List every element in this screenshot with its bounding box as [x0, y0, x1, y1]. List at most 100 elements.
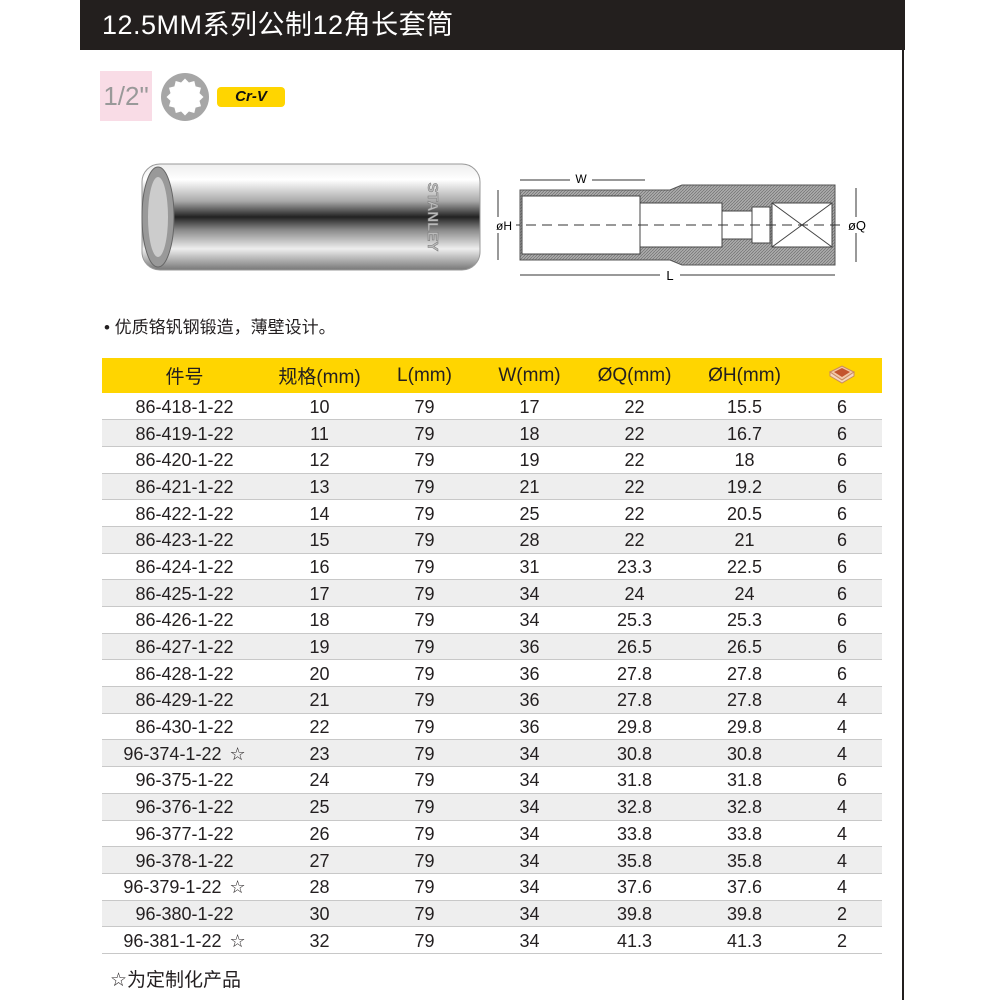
cell-q: 37.6	[582, 873, 687, 901]
cell-part: 96-376-1-22	[102, 793, 267, 821]
drive-size-label: 1/2"	[100, 71, 152, 121]
cell-q: 25.3	[582, 606, 687, 634]
col-q: ØQ(mm)	[582, 358, 687, 393]
cell-part: 96-379-1-22 ☆	[102, 873, 267, 901]
custom-star-icon: ☆	[229, 930, 246, 951]
cell-l: 79	[372, 766, 477, 794]
cell-h: 29.8	[687, 713, 802, 741]
cell-part: 96-377-1-22	[102, 820, 267, 848]
part-number: 86-424-1-22	[135, 556, 234, 577]
cell-part: 86-426-1-22	[102, 606, 267, 634]
cell-part: 86-423-1-22	[102, 526, 267, 554]
cell-l: 79	[372, 633, 477, 661]
socket-photo: STANLEY	[141, 163, 481, 271]
cell-size: 10	[267, 393, 372, 421]
cell-size: 19	[267, 633, 372, 661]
cell-q: 26.5	[582, 633, 687, 661]
cell-size: 22	[267, 713, 372, 741]
custom-star-icon: ☆	[229, 877, 246, 898]
cell-h: 21	[687, 526, 802, 554]
cell-w: 34	[477, 606, 582, 634]
cell-w: 34	[477, 579, 582, 607]
cell-h: 30.8	[687, 739, 802, 768]
table-row: 96-380-1-22 30 79 34 39.8 39.8 2	[102, 900, 882, 928]
cell-size: 21	[267, 686, 372, 714]
cell-pack: 4	[802, 793, 882, 821]
cell-q: 41.3	[582, 926, 687, 954]
cell-size: 16	[267, 553, 372, 581]
cell-size: 18	[267, 606, 372, 634]
part-number: 86-422-1-22	[135, 503, 234, 524]
cell-pack: 6	[802, 526, 882, 554]
part-number: 86-429-1-22	[135, 690, 234, 711]
cell-part: 86-419-1-22	[102, 419, 267, 447]
cell-h: 18	[687, 446, 802, 474]
cell-q: 29.8	[582, 713, 687, 741]
col-size: 规格(mm)	[267, 358, 372, 393]
cell-size: 17	[267, 579, 372, 607]
cell-part: 86-428-1-22	[102, 659, 267, 688]
cell-size: 32	[267, 926, 372, 954]
cell-h: 41.3	[687, 926, 802, 954]
cell-h: 15.5	[687, 393, 802, 421]
cell-l: 79	[372, 659, 477, 688]
cell-l: 79	[372, 926, 477, 954]
table-row: 96-381-1-22 ☆ 32 79 34 41.3 41.3 2	[102, 926, 882, 954]
cell-q: 35.8	[582, 846, 687, 874]
label-w: W	[575, 172, 587, 186]
cell-size: 23	[267, 739, 372, 768]
cell-w: 28	[477, 526, 582, 554]
page-title: 12.5MM系列公制12角长套筒	[80, 0, 905, 50]
cell-h: 26.5	[687, 633, 802, 661]
cell-w: 34	[477, 926, 582, 954]
cell-pack: 2	[802, 926, 882, 954]
dimension-diagram: W L øH øQ	[492, 170, 872, 284]
cell-w: 34	[477, 900, 582, 928]
table-row: 86-424-1-22 16 79 31 23.3 22.5 6	[102, 553, 882, 581]
cell-size: 11	[267, 419, 372, 447]
table-row: 86-419-1-22 11 79 18 22 16.7 6	[102, 419, 882, 447]
cell-pack: 6	[802, 553, 882, 581]
cell-w: 36	[477, 686, 582, 714]
part-number: 96-379-1-22	[123, 877, 222, 898]
cell-q: 22	[582, 499, 687, 527]
table-row: 96-379-1-22 ☆ 28 79 34 37.6 37.6 4	[102, 873, 882, 901]
cell-size: 24	[267, 766, 372, 794]
brand-logo: STANLEY	[424, 183, 441, 252]
cell-q: 27.8	[582, 659, 687, 688]
col-h: ØH(mm)	[687, 358, 802, 393]
table-row: 86-420-1-22 12 79 19 22 18 6	[102, 446, 882, 474]
part-number: 86-426-1-22	[135, 610, 234, 631]
cell-pack: 6	[802, 446, 882, 474]
cell-pack: 4	[802, 739, 882, 768]
part-number: 86-425-1-22	[135, 583, 234, 604]
cell-part: 86-424-1-22	[102, 553, 267, 581]
cell-part: 86-430-1-22	[102, 713, 267, 741]
cell-q: 30.8	[582, 739, 687, 768]
cell-size: 27	[267, 846, 372, 874]
table-row: 86-427-1-22 19 79 36 26.5 26.5 6	[102, 633, 882, 661]
cell-h: 33.8	[687, 820, 802, 848]
border-line	[902, 50, 904, 1000]
part-number: 86-423-1-22	[135, 530, 234, 551]
part-number: 86-420-1-22	[135, 450, 234, 471]
cell-part: 96-381-1-22 ☆	[102, 926, 267, 954]
cell-q: 31.8	[582, 766, 687, 794]
cell-l: 79	[372, 393, 477, 421]
part-number: 86-430-1-22	[135, 717, 234, 738]
cell-l: 79	[372, 846, 477, 874]
cell-l: 79	[372, 446, 477, 474]
cell-w: 34	[477, 873, 582, 901]
cell-l: 79	[372, 686, 477, 714]
table-row: 86-429-1-22 21 79 36 27.8 27.8 4	[102, 686, 882, 714]
cell-pack: 4	[802, 846, 882, 874]
cell-l: 79	[372, 793, 477, 821]
table-row: 86-423-1-22 15 79 28 22 21 6	[102, 526, 882, 554]
table-row: 86-425-1-22 17 79 34 24 24 6	[102, 579, 882, 607]
cell-pack: 6	[802, 473, 882, 501]
cell-q: 32.8	[582, 793, 687, 821]
cell-l: 79	[372, 499, 477, 527]
cell-l: 79	[372, 713, 477, 741]
cell-size: 13	[267, 473, 372, 501]
cell-part: 86-421-1-22	[102, 473, 267, 501]
